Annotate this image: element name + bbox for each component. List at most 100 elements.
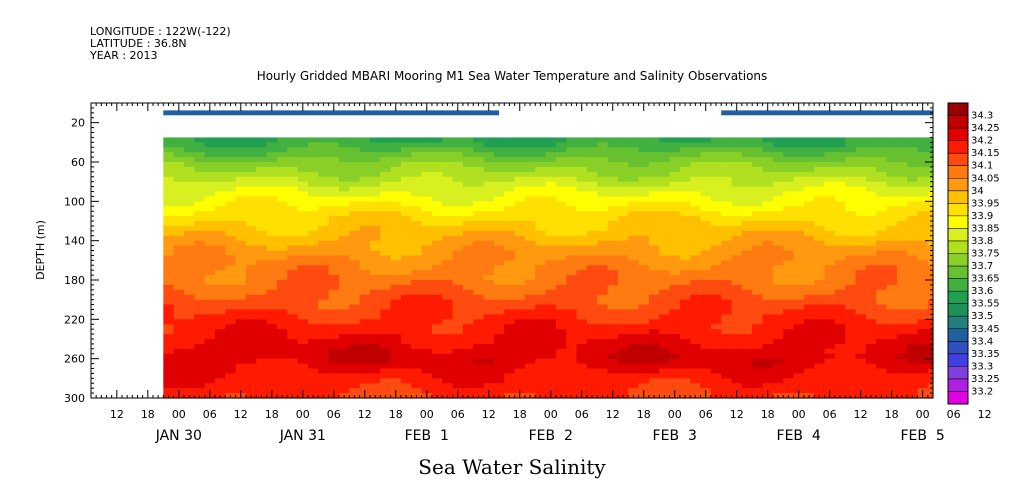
heatmap-cell xyxy=(814,206,826,212)
heatmap-cell xyxy=(256,299,268,306)
heatmap-cell xyxy=(514,284,526,291)
colorbar-label: 33.6 xyxy=(971,286,993,297)
heatmap-cell xyxy=(204,284,216,291)
heatmap-cell xyxy=(927,176,934,183)
heatmap-cell xyxy=(927,309,934,316)
heatmap-cell xyxy=(235,137,247,143)
heatmap-cell xyxy=(318,270,330,276)
heatmap-cell xyxy=(421,373,433,379)
heatmap-cell xyxy=(545,230,557,237)
heatmap-cell xyxy=(628,196,640,202)
heatmap-cell xyxy=(194,206,206,212)
heatmap-cell xyxy=(762,240,774,247)
heatmap-cell xyxy=(638,225,650,232)
heatmap-cell xyxy=(225,334,237,340)
heatmap-cell xyxy=(276,206,288,212)
heatmap-cell xyxy=(504,329,516,335)
heatmap-cell xyxy=(473,280,485,286)
heatmap-cell xyxy=(421,157,433,163)
heatmap-cell xyxy=(555,147,567,153)
heatmap-cell xyxy=(442,270,454,276)
heatmap-cell xyxy=(752,221,764,227)
heatmap-cell xyxy=(442,383,454,389)
heatmap-cell xyxy=(318,280,330,286)
heatmap-cell xyxy=(524,171,536,178)
heatmap-cell xyxy=(328,265,340,271)
heatmap-cell xyxy=(504,235,516,242)
heatmap-cell xyxy=(535,388,547,394)
heatmap-cell xyxy=(462,275,474,281)
heatmap-cell xyxy=(256,216,268,222)
heatmap-cell xyxy=(555,250,567,257)
heatmap-cell xyxy=(431,221,443,227)
heatmap-cell xyxy=(690,294,702,301)
heatmap-cell xyxy=(183,181,195,188)
heatmap-cell xyxy=(628,314,640,320)
heatmap-cell xyxy=(679,147,691,153)
heatmap-cell xyxy=(690,191,702,198)
heatmap-cell xyxy=(297,383,309,389)
heatmap-cell xyxy=(493,147,505,153)
heatmap-cell xyxy=(700,211,712,217)
heatmap-cell xyxy=(400,162,412,168)
heatmap-cell xyxy=(917,225,929,232)
heatmap-cell xyxy=(235,186,247,193)
heatmap-cell xyxy=(214,353,226,360)
heatmap-cell xyxy=(710,157,722,163)
heatmap-cell xyxy=(617,304,629,311)
heatmap-cell xyxy=(524,294,536,301)
heatmap-cell xyxy=(576,152,588,158)
heatmap-cell xyxy=(659,157,671,163)
heatmap-cell xyxy=(803,289,815,296)
heatmap-cell xyxy=(338,201,350,207)
heatmap-cell xyxy=(638,378,650,384)
heatmap-cell xyxy=(617,162,629,168)
heatmap-cell xyxy=(886,221,898,227)
heatmap-cell xyxy=(648,309,660,316)
heatmap-cell xyxy=(411,353,423,360)
heatmap-cell xyxy=(276,201,288,207)
heatmap-cell xyxy=(710,324,722,330)
heatmap-cell xyxy=(700,147,712,153)
heatmap-cell xyxy=(380,319,392,325)
heatmap-cell xyxy=(173,309,185,316)
heatmap-cell xyxy=(586,260,598,266)
heatmap-cell xyxy=(793,142,805,148)
heatmap-cell xyxy=(731,368,743,375)
heatmap-cell xyxy=(390,171,402,178)
heatmap-cell xyxy=(214,358,226,365)
heatmap-cell xyxy=(772,225,784,232)
heatmap-cell xyxy=(349,353,361,360)
heatmap-cell xyxy=(783,230,795,237)
heatmap-cell xyxy=(659,319,671,325)
heatmap-cell xyxy=(256,211,268,217)
heatmap-cell xyxy=(865,181,877,188)
heatmap-cell xyxy=(762,275,774,281)
heatmap-cell xyxy=(876,245,888,252)
heatmap-cell xyxy=(834,275,846,281)
heatmap-cell xyxy=(597,275,609,281)
heatmap-cell xyxy=(783,314,795,320)
heatmap-cell xyxy=(721,235,733,242)
heatmap-cell xyxy=(524,245,536,252)
heatmap-cell xyxy=(617,147,629,153)
heatmap-cell xyxy=(886,225,898,232)
heatmap-cell xyxy=(307,225,319,232)
colorbar-swatch xyxy=(948,391,968,405)
heatmap-cell xyxy=(576,147,588,153)
heatmap-cell xyxy=(566,142,578,148)
heatmap-cell xyxy=(824,235,836,242)
heatmap-cell xyxy=(524,152,536,158)
heatmap-cell xyxy=(545,363,557,370)
heatmap-cell xyxy=(679,230,691,237)
heatmap-cell xyxy=(545,383,557,389)
heatmap-cell xyxy=(607,230,619,237)
heatmap-cell xyxy=(483,343,495,350)
heatmap-cell xyxy=(359,329,371,335)
heatmap-cell xyxy=(328,280,340,286)
heatmap-cell xyxy=(431,162,443,168)
heatmap-cell xyxy=(431,166,443,173)
heatmap-cell xyxy=(690,319,702,325)
heatmap-cell xyxy=(659,186,671,193)
heatmap-cell xyxy=(504,368,516,375)
